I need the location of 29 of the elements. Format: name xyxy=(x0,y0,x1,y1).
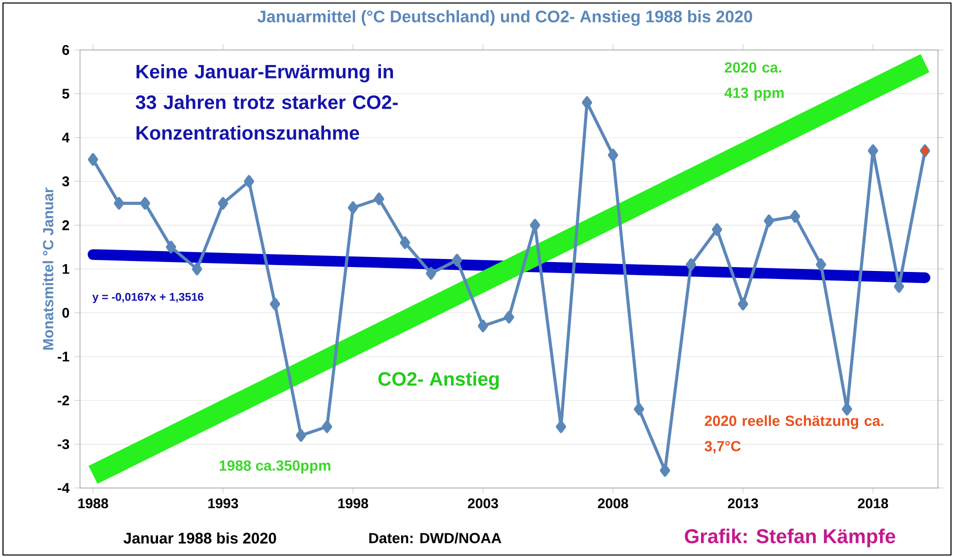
annotation: 1988 ca.350ppm xyxy=(220,460,330,474)
text: Grafik: Stefan Kämpfe xyxy=(684,528,896,548)
y-tick-label: 3 xyxy=(62,176,70,186)
y-tick-label: -3 xyxy=(58,439,70,450)
x-tick-label: 2008 xyxy=(598,498,628,508)
x-tick-label: 1998 xyxy=(338,498,368,508)
x-tick-label: 1993 xyxy=(208,498,238,508)
y-tick-label: -4 xyxy=(58,483,70,493)
x-tick-label: 2018 xyxy=(858,498,888,508)
text: Daten: DWD/NOAA xyxy=(369,532,502,544)
y-tick-label: 0 xyxy=(62,308,70,318)
series-label: CO2- Anstieg xyxy=(378,372,499,390)
x-tick-label: 2013 xyxy=(728,498,758,508)
y-tick-label: 4 xyxy=(62,132,70,142)
y-tick-label: -2 xyxy=(58,396,70,406)
y-tick-label: 2 xyxy=(62,220,70,230)
chart-title: Januarmittel (°C Deutschland) und CO2- Anstieg 1988 bis 2020 xyxy=(257,10,752,26)
y-tick-label: 6 xyxy=(62,45,70,55)
x-tick-label: 2003 xyxy=(468,498,498,508)
annotation: 2020 reelle Schätzung ca. 3,7°C xyxy=(704,415,884,454)
y-tick-label: 5 xyxy=(62,88,70,99)
y-tick-label: -1 xyxy=(58,352,70,362)
annotation: Keine Januar-Erwärmung in 33 Jahren trotz starker CO2-Konzentrationszunahme xyxy=(136,64,398,140)
text: Januar 1988 bis 2020 xyxy=(124,532,276,544)
x-tick-label: 1988 xyxy=(78,498,108,508)
y-tick-label: 1 xyxy=(62,264,70,274)
y-axis-title: Monatsmittel °C Januar xyxy=(42,188,54,350)
annotation: y = -0,0167x + 1,3516 xyxy=(92,292,204,304)
annotation: 2020 ca. 413 ppm xyxy=(724,62,784,101)
